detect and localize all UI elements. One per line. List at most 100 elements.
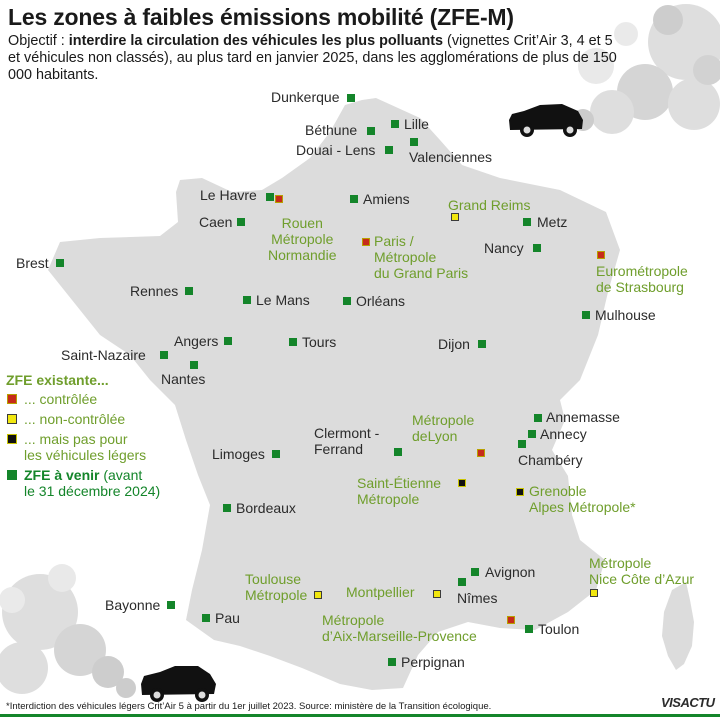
city-marker-avignon: [471, 568, 479, 576]
corsica-land: [662, 582, 694, 670]
city-label-lille: Lille: [404, 116, 429, 132]
city-label-line: Béthune: [305, 122, 358, 138]
city-label-nancy: Nancy: [484, 240, 524, 256]
city-label-line: Rennes: [130, 283, 179, 299]
city-label-line: Alpes Métropole*: [529, 499, 636, 515]
legend-uncontrolled-marker: [7, 414, 17, 424]
city-label-line: Mulhouse: [595, 307, 656, 323]
city-label-metz: Metz: [537, 214, 567, 230]
city-marker-bordeaux: [223, 504, 231, 512]
city-marker-douai-lens: [385, 146, 393, 154]
city-marker-amiens: [350, 195, 358, 203]
city-label-pau: Pau: [215, 610, 240, 626]
city-marker-le-havre: [266, 193, 274, 201]
city-label-line: Grand Reims: [448, 197, 531, 213]
city-label-amiens: Amiens: [363, 191, 410, 207]
city-label-line: Angers: [174, 333, 219, 349]
city-marker-clermont: [394, 448, 402, 456]
city-marker-dunkerque: [347, 94, 355, 102]
city-label-orleans: Orléans: [356, 293, 405, 309]
city-marker-grenoble: [516, 488, 524, 496]
city-marker-nancy: [533, 244, 541, 252]
city-marker-toulon: [525, 625, 533, 633]
city-marker-orleans: [343, 297, 351, 305]
subtitle-emphasis: interdire la circulation des véhicules l…: [68, 33, 444, 49]
footnote: *Interdiction des véhicules légers Crit’…: [6, 701, 492, 712]
city-label-brest: Brest: [16, 255, 49, 271]
city-marker-grand-reims: [451, 213, 459, 221]
city-marker-strasbourg: [597, 251, 605, 259]
city-label-line: Bayonne: [105, 597, 161, 613]
city-label-montpellier: Montpellier: [346, 584, 414, 600]
city-label-line: Dijon: [438, 336, 470, 352]
city-label-line: d’Aix-Marseille-Provence: [322, 628, 477, 644]
city-label-line: Ferrand: [314, 441, 364, 457]
legend-item-future: ZFE à venir (avant le 31 décembre 2024): [6, 467, 206, 499]
city-label-line: Avignon: [485, 564, 536, 580]
city-label-line: Nancy: [484, 240, 524, 256]
city-marker-caen: [237, 218, 245, 226]
city-label-line: Métropole: [589, 555, 652, 571]
city-label-line: Lille: [404, 116, 429, 132]
legend-title: ZFE existante...: [6, 372, 109, 388]
city-label-nice: Métropole Nice Côte d’Azur: [589, 555, 694, 587]
city-label-line: Métropole: [412, 412, 475, 428]
city-label-limoges: Limoges: [212, 446, 265, 462]
city-marker-rennes: [185, 287, 193, 295]
city-label-line: Orléans: [356, 293, 406, 309]
legend-future-rest-2: le 31 décembre 2024): [24, 483, 161, 499]
subtitle-rest: (vignettes Crit’Air 3, 4 et 5 et véhicul…: [8, 33, 617, 83]
city-marker-nantes: [190, 361, 198, 369]
city-label-line: deLyon: [412, 428, 458, 444]
city-marker-pau: [202, 614, 210, 622]
subtitle-prefix: Objectif :: [8, 33, 69, 49]
city-label-line: Dunkerque: [271, 89, 340, 105]
city-label-line: Nantes: [161, 371, 206, 387]
legend-controlled-marker: [7, 394, 17, 404]
city-label-nimes: Nîmes: [457, 590, 497, 606]
city-label-line: Normandie: [268, 247, 337, 263]
city-marker-annemasse: [534, 414, 542, 422]
city-label-bethune: Béthune: [305, 122, 357, 138]
city-marker-limoges: [272, 450, 280, 458]
city-label-strasbourg: Eurométropole de Strasbourg: [596, 263, 688, 295]
city-label-tours: Tours: [302, 334, 336, 350]
legend-uncontrolled-label: ... non-contrôlée: [24, 411, 126, 427]
city-marker-paris: [362, 238, 370, 246]
city-marker-metz: [523, 218, 531, 226]
city-label-line: Paris /: [374, 233, 414, 249]
city-marker-valenciennes: [410, 138, 418, 146]
city-marker-tours: [289, 338, 297, 346]
city-label-line: Métropole: [322, 612, 385, 628]
legend-not-light-label-1: ... mais pas pour: [24, 431, 128, 447]
city-label-line: Clermont -: [314, 425, 380, 441]
city-label-grand-reims: Grand Reims: [448, 197, 530, 213]
city-label-toulon: Toulon: [538, 621, 579, 637]
city-label-line: Toulon: [538, 621, 580, 637]
city-marker-le-mans: [243, 296, 251, 304]
city-label-line: Grenoble: [529, 483, 587, 499]
city-marker-saint-nazaire: [160, 351, 168, 359]
car-icon: [509, 104, 583, 137]
city-label-line: Le Mans: [256, 292, 310, 308]
city-label-toulouse: Toulouse Métropole: [245, 571, 307, 603]
city-label-nantes: Nantes: [161, 371, 205, 387]
city-label-line: Nice Côte d’Azur: [589, 571, 695, 587]
city-label-line: de Strasbourg: [596, 279, 684, 295]
city-marker-chambery: [518, 440, 526, 448]
city-label-bayonne: Bayonne: [105, 597, 160, 613]
city-label-line: Metz: [537, 214, 568, 230]
legend-item-not-light: ... mais pas pour les véhicules légers: [6, 431, 206, 463]
legend-item-uncontrolled: ... non-contrôlée: [6, 411, 206, 427]
city-marker-nimes: [458, 578, 466, 586]
city-label-aix-marseille: Métropole d’Aix-Marseille-Provence: [322, 612, 477, 644]
city-marker-bayonne: [167, 601, 175, 609]
city-label-line: Métropole: [271, 231, 334, 247]
legend-future-label: ZFE à venir: [24, 467, 100, 483]
city-label-line: Métropole: [374, 249, 437, 265]
page-title: Les zones à faibles émissions mobilité (…: [8, 4, 514, 30]
city-label-line: Métropole: [245, 587, 308, 603]
city-marker-dijon: [478, 340, 486, 348]
city-label-line: Annemasse: [546, 409, 620, 425]
legend-future-rest-1: (avant: [99, 467, 143, 483]
